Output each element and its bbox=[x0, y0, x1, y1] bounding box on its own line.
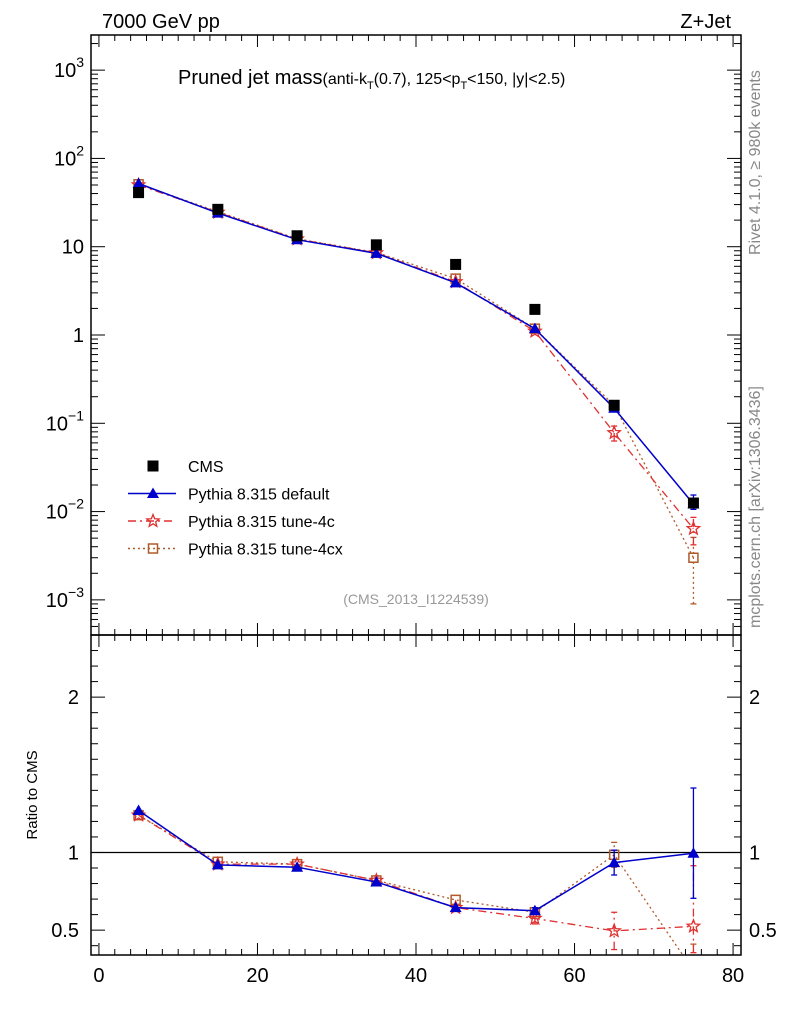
y-tick-label: 103 bbox=[54, 54, 84, 82]
energy-label: 7000 GeV pp bbox=[102, 11, 220, 33]
x-tick-label: 80 bbox=[722, 965, 744, 987]
legend-label: Pythia 8.315 tune-4cx bbox=[188, 542, 343, 559]
series-pythia-8-315-default bbox=[132, 787, 700, 916]
ratio-axis-ticks bbox=[91, 634, 741, 955]
y-tick-label: 1 bbox=[73, 325, 84, 347]
data-point bbox=[212, 203, 224, 215]
data-point bbox=[291, 230, 303, 242]
ratio-y-tick-labels: 0.5 0.5 1 1 2 2 bbox=[51, 687, 777, 942]
data-point bbox=[606, 922, 623, 938]
analysis-id-label: (CMS_2013_I1224539) bbox=[343, 591, 489, 607]
series-pythia-8-315-tune-4c bbox=[130, 806, 702, 954]
data-point bbox=[527, 323, 543, 339]
main-plot-title: Pruned jet mass(anti-kT(0.7), 125<pT<150… bbox=[178, 67, 565, 92]
legend-label: Pythia 8.315 tune-4c bbox=[188, 514, 335, 531]
data-point bbox=[689, 966, 698, 975]
ratio-y-axis-label: Ratio to CMS bbox=[24, 750, 41, 839]
data-point bbox=[528, 322, 541, 334]
y-tick-label: 10−2 bbox=[46, 496, 84, 524]
rivet-version-label: Rivet 4.1.0, ≥ 980k events bbox=[747, 70, 764, 255]
data-point bbox=[685, 917, 702, 933]
legend-entry-pythia-8-315-tune-4c: Pythia 8.315 tune-4c bbox=[128, 512, 335, 531]
x-tick-label: 60 bbox=[563, 965, 585, 987]
y-tick-label: 102 bbox=[54, 142, 84, 170]
data-point bbox=[528, 904, 541, 916]
y-tick-label-right: 0.5 bbox=[749, 920, 777, 942]
legend-marker bbox=[147, 460, 159, 472]
x-tick-label: 40 bbox=[405, 965, 427, 987]
series-line-pythia-8-315-tune-4c bbox=[138, 814, 694, 932]
data-point bbox=[608, 856, 621, 868]
data-point bbox=[370, 239, 382, 251]
y-tick-label-left: 2 bbox=[68, 687, 79, 709]
data-point bbox=[687, 497, 699, 509]
legend-marker bbox=[147, 543, 159, 554]
ratio-plot-frame bbox=[90, 634, 742, 956]
data-point bbox=[688, 552, 699, 563]
data-point bbox=[291, 861, 304, 872]
data-point bbox=[606, 424, 623, 440]
legend-marker bbox=[147, 487, 159, 498]
data-point bbox=[687, 847, 700, 858]
series-line-pythia-8-315-tune-4c bbox=[138, 184, 694, 530]
y-tick-label-left: 0.5 bbox=[51, 920, 79, 942]
data-point bbox=[529, 303, 541, 315]
series-line-pythia-8-315-default bbox=[138, 809, 694, 912]
legend-label: CMS bbox=[188, 459, 224, 476]
series-line-pythia-8-315-tune-4cx bbox=[138, 814, 684, 955]
data-point bbox=[449, 901, 462, 913]
data-point bbox=[450, 258, 462, 270]
x-tick-label: 0 bbox=[93, 965, 104, 987]
series-line-pythia-8-315-default bbox=[138, 182, 694, 505]
data-point bbox=[132, 804, 145, 816]
series-cms bbox=[133, 187, 699, 509]
mcplots-url-label: mcplots.cern.ch [arXiv:1306.3436] bbox=[747, 386, 764, 628]
data-point bbox=[211, 858, 224, 870]
data-point bbox=[133, 187, 145, 199]
process-label: Z+Jet bbox=[680, 11, 731, 33]
data-point bbox=[608, 399, 620, 411]
legend-entry-cms: CMS bbox=[147, 459, 224, 476]
x-tick-labels: 0 20 40 60 80 bbox=[93, 965, 744, 987]
legend-entry-pythia-8-315-tune-4cx: Pythia 8.315 tune-4cx bbox=[128, 542, 343, 559]
data-point bbox=[449, 276, 462, 288]
legend-entry-pythia-8-315-default: Pythia 8.315 default bbox=[128, 487, 330, 504]
data-point bbox=[370, 247, 383, 258]
data-point bbox=[685, 520, 702, 536]
legend-marker bbox=[145, 512, 161, 528]
legend: CMS Pythia 8.315 default Pythia 8.315 tune… bbox=[128, 459, 343, 559]
main-data-series bbox=[130, 176, 702, 605]
y-tick-label: 10−1 bbox=[46, 407, 84, 435]
y-tick-label: 10 bbox=[62, 237, 84, 259]
y-tick-label: 10−3 bbox=[46, 584, 84, 612]
data-point bbox=[370, 875, 383, 887]
y-tick-label-right: 1 bbox=[749, 842, 760, 864]
data-point bbox=[132, 177, 145, 188]
ratio-data-series bbox=[91, 787, 741, 975]
main-y-tick-labels: 10−3 10−2 10−1 1 10 102 103 bbox=[46, 54, 84, 612]
main-axis-ticks bbox=[91, 35, 741, 636]
y-tick-label-left: 1 bbox=[68, 842, 79, 864]
x-tick-label: 20 bbox=[246, 965, 268, 987]
legend-label: Pythia 8.315 default bbox=[188, 487, 330, 504]
y-tick-label-right: 2 bbox=[749, 687, 760, 709]
data-point bbox=[527, 910, 543, 926]
series-pythia-8-315-tune-4cx bbox=[133, 178, 699, 605]
